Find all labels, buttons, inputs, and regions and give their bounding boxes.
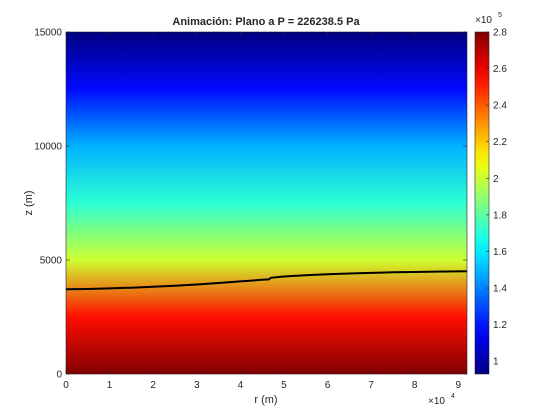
colorbar-axis: 1 1.2 1.4 1.6 1.8 2 2.2 2.4 2.6 2.8 <box>486 28 507 368</box>
colorbar-exponent-label: ×10 5 <box>475 12 502 26</box>
x-axis: 0 1 2 3 4 5 6 7 8 9 <box>63 32 462 391</box>
svg-text:×10: ×10 <box>475 15 492 26</box>
x-tick-label: 8 <box>412 380 418 391</box>
x-tick-label: 5 <box>281 380 287 391</box>
x-tick-label: 0 <box>63 380 69 391</box>
x-axis-label: r (m) <box>254 394 277 406</box>
x-tick-label: 3 <box>194 380 200 391</box>
colorbar-tick-label: 2.6 <box>493 64 507 75</box>
x-tick-label: 2 <box>150 380 156 391</box>
plot-frame <box>65 31 468 375</box>
colorbar-tick-label: 1 <box>493 357 499 368</box>
colorbar <box>474 31 490 375</box>
x-tick-label: 4 <box>238 380 244 391</box>
y-tick-label: 0 <box>56 370 62 381</box>
contour-line-layer <box>65 270 468 291</box>
colorbar-tick-label: 1.8 <box>493 210 507 221</box>
y-tick-label: 5000 <box>40 256 63 267</box>
pressure-field <box>66 32 467 374</box>
svg-text:×10: ×10 <box>428 396 445 407</box>
x-tick-label: 6 <box>325 380 331 391</box>
svg-text:5: 5 <box>498 12 502 19</box>
colorbar-tick-label: 1.6 <box>493 247 507 258</box>
y-axis: 0 5000 10000 15000 <box>34 28 467 381</box>
chart-title: Animación: Plano a P = 226238.5 Pa <box>172 16 360 28</box>
x-exponent-label: ×10 4 <box>428 393 455 407</box>
y-axis-label: z (m) <box>23 190 35 215</box>
x-tick-label: 9 <box>456 380 462 391</box>
x-tick-label: 1 <box>107 380 113 391</box>
y-tick-label: 10000 <box>34 142 62 153</box>
colorbar-tick-label: 2 <box>493 174 499 185</box>
colorbar-tick-label: 2.8 <box>493 28 507 39</box>
contour-line-0 <box>65 270 468 291</box>
x-tick-label: 7 <box>368 380 374 391</box>
colorbar-tick-label: 1.2 <box>493 320 507 331</box>
svg-text:4: 4 <box>451 393 455 400</box>
colorbar-tick-label: 2.4 <box>493 101 507 112</box>
y-tick-label: 15000 <box>34 28 62 39</box>
colorbar-tick-label: 2.2 <box>493 137 507 148</box>
colorbar-tick-label: 1.4 <box>493 284 507 295</box>
